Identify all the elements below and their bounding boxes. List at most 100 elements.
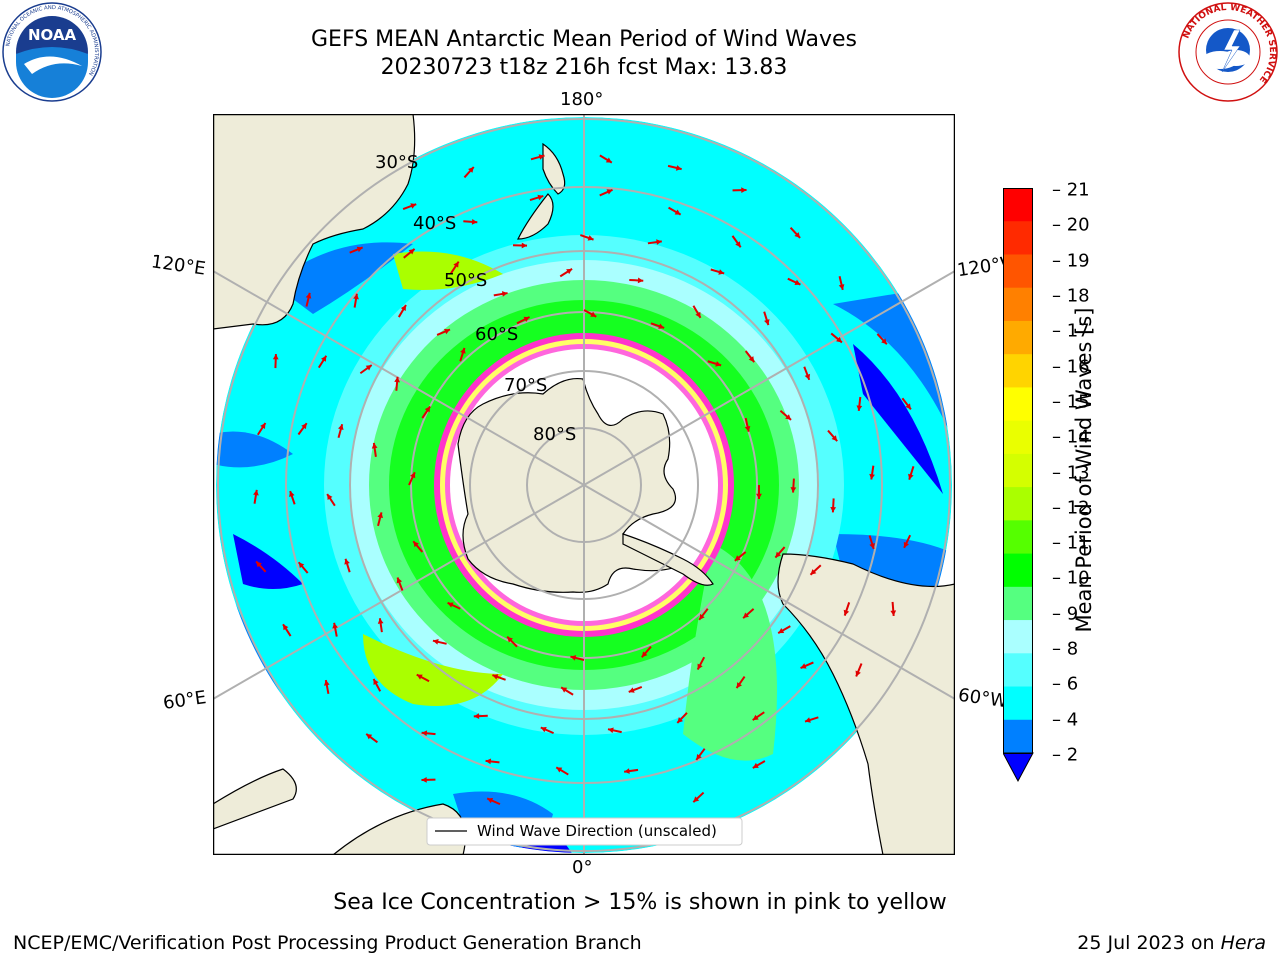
wave-direction-arrowhead: [424, 406, 431, 413]
wave-direction-arrowhead: [778, 627, 785, 634]
colorbar-tick-label: – 12: [1052, 497, 1090, 519]
colorbar-tick-label: – 16: [1052, 356, 1090, 378]
wave-direction-arrowhead: [752, 762, 759, 769]
wave-direction-arrowhead: [377, 512, 383, 519]
lat-label-50s: 50°S: [444, 270, 488, 291]
wave-direction-arrowhead: [256, 561, 262, 568]
wave-direction-arrowhead: [408, 248, 415, 255]
wave-direction-arrowhead: [605, 157, 612, 163]
colorbar-tick-label: – 21: [1052, 179, 1090, 201]
wave-direction-arrowhead: [487, 797, 494, 804]
lat-label-70s: 70°S: [504, 375, 548, 396]
wave-direction-arrowhead: [570, 655, 577, 661]
map-legend: Wind Wave Direction (unscaled): [426, 817, 743, 846]
wave-direction-arrowhead: [323, 680, 330, 686]
wave-direction-arrowhead: [327, 494, 333, 501]
wave-direction-arrowhead: [301, 423, 307, 430]
wave-direction-arrowhead: [775, 551, 782, 558]
colorbar-tick-label: – 4: [1052, 709, 1079, 731]
new-zealand-south: [517, 193, 554, 240]
wave-direction-arrowhead: [253, 489, 259, 496]
wave-direction-arrowhead: [371, 442, 378, 449]
colorbar-segment: [1003, 553, 1033, 588]
colorbar-segment: [1003, 653, 1033, 688]
wave-direction-arrowhead: [344, 558, 350, 565]
wave-direction-arrowhead: [305, 292, 312, 299]
wave-direction-arrowhead: [283, 624, 289, 631]
lon-label-60w: 60°W: [956, 684, 1009, 713]
wave-direction-arrowhead: [471, 219, 478, 225]
lat-label-30s: 30°S: [375, 152, 419, 173]
colorbar-segment: [1003, 221, 1033, 255]
colorbar-segment: [1003, 387, 1033, 422]
wave-direction-arrowhead: [804, 373, 811, 380]
wave-direction-arrowhead: [764, 319, 770, 326]
wave-direction-arrowhead: [637, 277, 644, 284]
wave-direction-arrowhead: [366, 733, 373, 740]
colorbar-segment: [1003, 520, 1033, 555]
wave-direction-arrowhead: [905, 403, 911, 410]
wave-direction-arrowhead: [743, 612, 749, 619]
plot-subtitle: 20230723 t18z 216h fcst Max: 13.83: [380, 55, 788, 80]
wave-direction-arrowhead: [794, 279, 801, 285]
wave-direction-arrowhead: [658, 323, 665, 329]
meridian-60w: [583, 484, 955, 700]
wave-direction-arrowhead: [521, 242, 528, 249]
wave-direction-arrowhead: [353, 293, 359, 300]
wave-direction-arrowhead: [453, 261, 459, 268]
wind-wave-arrows: [253, 154, 915, 806]
wave-direction-arrowhead: [674, 209, 681, 215]
polar-map: Wind Wave Direction (unscaled): [213, 114, 955, 855]
colorbar-label: Mean Period of Wind Waves [s]: [1072, 307, 1096, 633]
wave-direction-arrowhead: [855, 670, 861, 677]
wave-direction-arrowhead: [695, 311, 701, 318]
wave-direction-arrowhead: [869, 473, 875, 480]
colorbar-tick-label: – 19: [1052, 250, 1090, 272]
wave-direction-arrowhead: [697, 663, 703, 670]
colorbar-segment: [1003, 254, 1033, 289]
colorbar-segment: [1003, 420, 1033, 455]
colorbar-tick-label: – 9: [1052, 603, 1079, 625]
land-masses: [213, 114, 955, 855]
wave-direction-arrowhead: [338, 424, 344, 431]
colorbar-tick-label: – 6: [1052, 673, 1079, 695]
wave-direction-arrowhead: [468, 166, 474, 173]
plot-title: GEFS MEAN Antarctic Mean Period of Wind …: [311, 27, 857, 52]
colorbar-segment: [1003, 586, 1033, 621]
wave-direction-arrowhead: [460, 347, 466, 354]
wave-direction-arrowhead: [272, 354, 279, 360]
meridian-60e: [213, 484, 585, 700]
wave-direction-arrowhead: [606, 189, 613, 195]
wave-direction-arrowhead: [447, 602, 454, 608]
wave-direction-arrowhead: [501, 291, 508, 297]
wave-direction-arrowhead: [492, 674, 499, 680]
colorbar-segment: [1003, 320, 1033, 355]
wave-direction-arrowhead: [785, 414, 792, 420]
colorbar-tick-label: – 15: [1052, 391, 1090, 413]
colorbar-segment: [1003, 453, 1033, 488]
wave-direction-arrowhead: [394, 376, 400, 383]
wave-direction-arrowhead: [321, 355, 327, 362]
wave-direction-arrowhead: [843, 609, 850, 616]
colorbar-tick-label: – 17: [1052, 320, 1090, 342]
colorbar-tick-label: – 10: [1052, 567, 1090, 589]
wave-direction-arrowhead: [410, 472, 416, 479]
sea-ice-caption: Sea Ice Concentration > 15% is shown in …: [333, 890, 947, 915]
lon-label-60e: 60°E: [161, 687, 208, 714]
wave-direction-arrowhead: [444, 328, 450, 335]
wave-direction-arrowhead: [587, 235, 594, 241]
wave-direction-arrowhead: [881, 338, 887, 345]
lat-label-80s: 80°S: [533, 424, 577, 445]
wave-direction-arrowhead: [556, 767, 563, 773]
wave-direction-arrowhead: [590, 311, 597, 317]
wave-direction-arrowhead: [752, 714, 759, 721]
wave-direction-arrowhead: [677, 717, 684, 723]
colorbar-segment: [1003, 188, 1033, 222]
wave-direction-arrowhead: [715, 361, 722, 367]
wave-direction-arrowhead: [356, 246, 363, 253]
wave-direction-arrowhead: [289, 491, 295, 497]
svg-text:NOAA: NOAA: [28, 26, 77, 44]
wave-direction-arrowhead: [800, 663, 807, 669]
wave-direction-arrowhead: [756, 493, 762, 499]
meridian-120e: [213, 270, 585, 486]
